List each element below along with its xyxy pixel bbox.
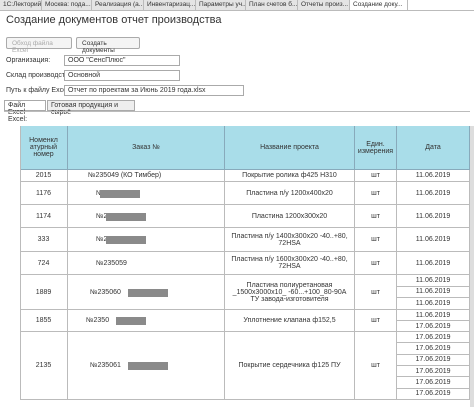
title: Создание документов отчет производства bbox=[6, 14, 222, 26]
redaction bbox=[128, 362, 168, 370]
cell: №235049 (КО Тимбер) bbox=[68, 170, 225, 182]
border bbox=[20, 126, 21, 400]
scrollbar[interactable] bbox=[470, 126, 474, 407]
cell: шт bbox=[355, 205, 397, 228]
cell: 11.06.2019 bbox=[397, 286, 470, 299]
header-cell: Един. измерения bbox=[355, 126, 397, 170]
divider bbox=[0, 10, 474, 11]
cell: Пластина полиуретановая _1500х3000х10_ -… bbox=[225, 275, 355, 310]
cell: 2015 bbox=[20, 170, 68, 182]
subtab[interactable]: Файл Excel bbox=[4, 100, 46, 116]
tab[interactable]: План счетов б... bbox=[246, 0, 298, 10]
cell: Уплотнение клапана ф152,5 bbox=[225, 310, 355, 332]
cell: №23505 bbox=[68, 228, 225, 252]
header-cell: Заказ № bbox=[68, 126, 225, 170]
cell: 17.06.2019 bbox=[397, 332, 470, 344]
cell: 11.06.2019 bbox=[397, 252, 470, 275]
redaction bbox=[100, 189, 140, 198]
redaction bbox=[128, 288, 168, 297]
section-label: Excel: bbox=[8, 116, 28, 123]
redaction bbox=[106, 212, 146, 221]
cell: 724 bbox=[20, 252, 68, 275]
field-input[interactable]: Отчет по проектам за Июнь 2019 года.xlsx bbox=[64, 85, 244, 96]
cell: Пластина п/у 1200х400х20 bbox=[225, 182, 355, 205]
cell: 1174 bbox=[20, 205, 68, 228]
field-label: Склад производства: bbox=[6, 72, 75, 79]
cell: Покрытие ролика ф425 Н310 bbox=[225, 170, 355, 182]
line bbox=[4, 111, 470, 112]
field-label: Организация: bbox=[6, 57, 51, 64]
cell: 11.06.2019 bbox=[397, 228, 470, 252]
tab[interactable]: Инвентаризац... bbox=[144, 0, 196, 10]
redaction bbox=[116, 317, 146, 325]
field-input[interactable]: ООО "СенсПлюс" bbox=[64, 55, 180, 66]
header-cell: Дата bbox=[397, 126, 470, 170]
cell: 11.06.2019 bbox=[397, 298, 470, 310]
cell: 17.06.2019 bbox=[397, 366, 470, 378]
cell: шт bbox=[355, 228, 397, 252]
cell: №235060 bbox=[68, 275, 225, 310]
cell: Пластина п/у 1600х300х20 -40..+80, 72HSA bbox=[225, 252, 355, 275]
cell: шт bbox=[355, 252, 397, 275]
cell: 11.06.2019 bbox=[397, 182, 470, 205]
cell: 333 bbox=[20, 228, 68, 252]
cell: №235059 bbox=[68, 252, 225, 275]
cell: 1889 bbox=[20, 275, 68, 310]
cell: 17.06.2019 bbox=[397, 343, 470, 355]
cell: 17.06.2019 bbox=[397, 354, 470, 366]
cell: шт bbox=[355, 275, 397, 310]
tab[interactable]: 1С:Лекторий:... bbox=[0, 0, 42, 10]
cell: Пластина п/у 1400х300х20 -40..+80, 72НSA bbox=[225, 228, 355, 252]
button[interactable]: Создать документы bbox=[76, 37, 140, 54]
tab[interactable]: Параметры уч... bbox=[196, 0, 246, 10]
cell: 11.06.2019 bbox=[397, 205, 470, 228]
cell: 2135 bbox=[20, 332, 68, 400]
cell: Покрытие сердечника ф125 ПУ bbox=[225, 332, 355, 400]
tab[interactable]: Создание доку... bbox=[350, 0, 408, 10]
cell: 11.06.2019 bbox=[397, 170, 470, 182]
button[interactable]: Обход файла Excel bbox=[6, 37, 72, 54]
cell: №23505 bbox=[68, 205, 225, 228]
cell: 17.06.2019 bbox=[397, 321, 470, 332]
cell: 1855 bbox=[20, 310, 68, 332]
cell: шт bbox=[355, 182, 397, 205]
field-label: Путь к файлу Excel: bbox=[6, 87, 71, 94]
header-cell: Номенкл атурный номер bbox=[20, 126, 68, 170]
cell: №2350 bbox=[68, 310, 225, 332]
cell: №235061 bbox=[68, 332, 225, 400]
redaction bbox=[106, 236, 146, 244]
cell: 11.06.2019 bbox=[397, 310, 470, 321]
cell: 17.06.2019 bbox=[397, 377, 470, 389]
cell: шт bbox=[355, 170, 397, 182]
subtab[interactable]: Готовая продукция и сырьё bbox=[47, 100, 135, 116]
cell: Пластина 1200х300х20 bbox=[225, 205, 355, 228]
cell: 11.06.2019 bbox=[397, 275, 470, 287]
tab[interactable]: Реализация (а... bbox=[92, 0, 144, 10]
field-input[interactable]: Основной bbox=[64, 70, 180, 81]
cell: 1176 bbox=[20, 182, 68, 205]
tab[interactable]: Москва: пода... bbox=[42, 0, 92, 10]
tab[interactable]: Отчеты произ... bbox=[298, 0, 350, 10]
header-cell: Название проекта bbox=[225, 126, 355, 170]
cell: шт bbox=[355, 332, 397, 400]
cell: 17.06.2019 bbox=[397, 388, 470, 400]
cell: №2350 bbox=[68, 182, 225, 205]
cell: шт bbox=[355, 310, 397, 332]
